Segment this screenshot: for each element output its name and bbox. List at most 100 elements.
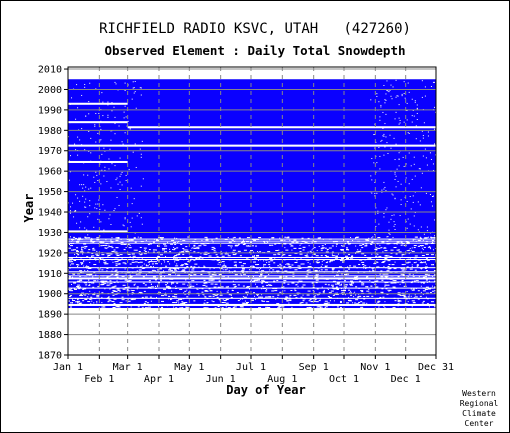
x-tick-label: Oct 1 [329, 374, 359, 385]
missing-day [408, 273, 411, 275]
missing-day [117, 289, 121, 291]
missing-day [102, 204, 104, 206]
missing-day [420, 226, 422, 228]
missing-day [100, 183, 102, 185]
missing-day [428, 246, 430, 248]
missing-day [401, 264, 405, 266]
missing-day [114, 116, 116, 118]
missing-day [385, 209, 387, 211]
missing-day [224, 238, 228, 240]
missing-day [139, 87, 141, 89]
missing-day [389, 289, 392, 291]
missing-day [126, 290, 130, 292]
missing-day [154, 279, 157, 281]
missing-day [421, 277, 424, 279]
missing-day [213, 286, 217, 288]
missing-day [140, 87, 142, 89]
missing-day [351, 256, 354, 258]
missing-day [136, 277, 140, 279]
missing-day [146, 302, 149, 304]
missing-day [144, 259, 147, 261]
missing-day [215, 237, 218, 239]
missing-day [78, 254, 80, 256]
missing-day [412, 275, 415, 277]
y-tick-label: 1920 [38, 248, 62, 259]
missing-day [100, 139, 102, 141]
missing-day [220, 253, 223, 255]
missing-day [397, 282, 399, 284]
missing-day [204, 299, 206, 301]
missing-day [421, 254, 425, 256]
missing-day [173, 258, 175, 260]
missing-day [86, 245, 88, 247]
missing-day [79, 303, 82, 305]
missing-day [162, 254, 164, 256]
missing-day [365, 243, 368, 245]
missing-day [359, 280, 362, 282]
missing-day [119, 278, 123, 280]
missing-day [139, 246, 142, 248]
missing-day [250, 265, 254, 267]
missing-day [171, 281, 174, 283]
missing-day [136, 265, 138, 267]
missing-day [85, 266, 87, 268]
missing-day [386, 89, 388, 91]
missing-day [315, 255, 319, 257]
missing-day [148, 242, 151, 244]
missing-day [184, 302, 188, 304]
missing-day [152, 266, 154, 268]
missing-day [101, 302, 103, 304]
missing-day [424, 86, 426, 88]
missing-day [384, 126, 386, 128]
missing-day [114, 277, 117, 279]
missing-day [204, 296, 207, 298]
missing-day [155, 257, 158, 259]
missing-day [95, 141, 97, 143]
missing-day [384, 246, 386, 248]
missing-day [69, 179, 71, 181]
missing-row [68, 281, 436, 283]
missing-day [407, 296, 410, 298]
missing-day [364, 265, 367, 267]
missing-day [233, 256, 236, 258]
missing-day [239, 305, 243, 307]
missing-day [123, 117, 125, 119]
missing-day [384, 284, 387, 286]
missing-day [363, 296, 366, 298]
missing-day [79, 302, 83, 304]
missing-day [246, 245, 248, 247]
missing-row [68, 287, 436, 289]
missing-day [424, 266, 428, 268]
missing-day [424, 276, 427, 278]
missing-day [331, 286, 334, 288]
missing-day [377, 212, 379, 214]
missing-day [297, 265, 301, 267]
missing-day [192, 285, 195, 287]
missing-day [426, 226, 428, 228]
missing-day [409, 223, 411, 225]
missing-day [171, 239, 175, 241]
missing-day [414, 269, 417, 271]
missing-day [77, 280, 81, 282]
missing-day [360, 306, 364, 308]
missing-day [176, 247, 179, 249]
missing-day [101, 269, 104, 271]
missing-day [111, 237, 113, 239]
missing-day [83, 162, 85, 164]
missing-day [423, 246, 426, 248]
missing-day [253, 251, 255, 253]
missing-day [112, 268, 114, 270]
missing-day [206, 298, 209, 300]
missing-day [176, 237, 178, 239]
missing-day [195, 242, 199, 244]
missing-day [398, 123, 400, 125]
missing-day [411, 264, 413, 266]
missing-day [383, 127, 385, 129]
missing-day [185, 246, 188, 248]
missing-day [218, 280, 221, 282]
missing-day [141, 307, 144, 309]
missing-day [193, 259, 196, 261]
missing-day [106, 276, 109, 278]
missing-day [380, 247, 383, 249]
x-tick-label: Sep 1 [299, 362, 329, 373]
